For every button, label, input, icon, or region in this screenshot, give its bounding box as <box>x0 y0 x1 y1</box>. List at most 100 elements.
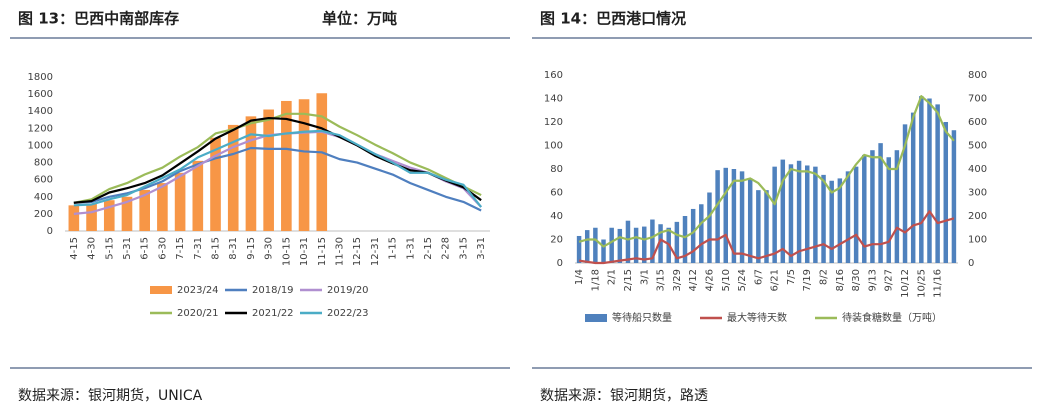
bar <box>829 180 834 263</box>
x-tick-label: 7/5 <box>786 269 797 285</box>
bar <box>609 227 614 263</box>
x-tick-label: 9-30 <box>264 237 275 260</box>
bar <box>870 150 875 263</box>
x-tick-label: 8-31 <box>228 237 239 260</box>
bar <box>862 154 867 263</box>
source-note: 数据来源：银河期货，UNICA <box>18 387 203 404</box>
y-tick-label: 1000 <box>28 140 53 151</box>
bar <box>86 203 97 231</box>
bar <box>845 171 851 263</box>
y-tick-label: 160 <box>544 70 563 81</box>
x-tick-label: 4-15 <box>69 237 80 260</box>
bar <box>747 178 753 263</box>
bar <box>878 143 883 263</box>
x-tick-label: 9-15 <box>246 237 257 260</box>
bar <box>894 150 900 263</box>
bar <box>281 100 292 231</box>
y-tick-label: 800 <box>34 158 53 169</box>
line-series <box>73 112 482 204</box>
bar <box>68 205 80 231</box>
bar <box>576 235 582 263</box>
chart-title: 图 14：巴西港口情况 <box>540 10 686 28</box>
legend-label: 2023/24 <box>177 285 219 296</box>
bar <box>756 190 761 263</box>
bar <box>682 216 688 263</box>
y2-tick-label: 400 <box>968 164 987 175</box>
x-tick-label: 7-15 <box>175 237 186 260</box>
line-series <box>578 95 955 248</box>
x-tick-label: 6-30 <box>157 237 168 260</box>
bar <box>121 196 133 231</box>
bar <box>690 208 696 263</box>
y-tick-label: 140 <box>544 94 563 105</box>
x-tick-label: 6-15 <box>140 237 151 260</box>
y2-tick-label: 300 <box>968 188 987 199</box>
x-tick-label: 7/19 <box>802 269 813 291</box>
bar <box>788 164 794 263</box>
x-tick-label: 6/7 <box>753 269 764 285</box>
x-tick-label: 3/1 <box>639 269 650 285</box>
bar <box>910 112 916 263</box>
x-tick-label: 12-31 <box>370 237 381 266</box>
y-tick-label: 1400 <box>28 106 53 117</box>
x-tick-label: 5-15 <box>104 237 115 260</box>
x-tick-label: 1/4 <box>574 269 585 285</box>
chart-title: 图 13：巴西中南部库存 <box>18 10 179 28</box>
x-tick-label: 10/25 <box>916 269 927 298</box>
y-tick-label: 0 <box>557 258 563 269</box>
x-tick-label: 11-15 <box>317 237 328 266</box>
bar <box>723 167 728 263</box>
bar <box>174 172 186 231</box>
x-tick-label: 10-15 <box>281 237 292 266</box>
x-tick-label: 2-28 <box>441 237 452 260</box>
x-tick-label: 5-31 <box>122 237 133 260</box>
x-tick-label: 1/18 <box>590 269 601 291</box>
bar <box>263 109 274 231</box>
legend-label: 待装食糖数量（万吨） <box>842 311 942 324</box>
y2-tick-label: 600 <box>968 117 987 128</box>
x-tick-label: 8-15 <box>211 237 222 260</box>
bar <box>157 183 168 231</box>
x-tick-label: 2-15 <box>423 237 434 260</box>
bar <box>658 224 663 263</box>
x-tick-label: 5/10 <box>721 269 732 291</box>
source-note: 数据来源：银河期货，路透 <box>540 387 708 404</box>
legend-label: 等待船只数量 <box>612 311 672 324</box>
y-tick-label: 120 <box>544 117 563 128</box>
y-tick-label: 40 <box>550 211 563 222</box>
bar <box>715 170 720 263</box>
y-tick-label: 100 <box>544 141 563 152</box>
y-tick-label: 80 <box>550 164 563 175</box>
x-tick-label: 3/29 <box>672 269 683 291</box>
y-tick-label: 60 <box>550 188 563 199</box>
bar <box>584 230 590 263</box>
bar <box>935 104 940 263</box>
x-tick-label: 1-15 <box>388 237 399 260</box>
chart-unit: 单位：万吨 <box>322 10 397 28</box>
bar <box>927 98 932 263</box>
bar <box>699 204 704 263</box>
x-tick-label: 9/13 <box>867 269 878 291</box>
bar <box>813 166 818 263</box>
y2-tick-label: 800 <box>968 70 987 81</box>
bar <box>650 219 655 263</box>
bar <box>674 221 680 263</box>
x-tick-label: 10/12 <box>900 269 911 298</box>
x-tick-label: 12-15 <box>352 237 363 266</box>
x-tick-label: 2/15 <box>623 269 634 291</box>
y2-tick-label: 200 <box>968 211 987 222</box>
bar <box>764 190 769 263</box>
legend-label: 2022/23 <box>327 308 369 319</box>
bar <box>951 130 957 263</box>
y-tick-label: 20 <box>550 235 563 246</box>
bar <box>625 220 631 263</box>
bar <box>642 226 647 263</box>
y2-tick-label: 100 <box>968 235 987 246</box>
legend-label: 2019/20 <box>327 285 369 296</box>
x-tick-label: 3-15 <box>458 237 469 260</box>
y-tick-label: 1600 <box>28 89 53 100</box>
y2-tick-label: 500 <box>968 141 987 152</box>
y-tick-label: 400 <box>34 192 53 203</box>
